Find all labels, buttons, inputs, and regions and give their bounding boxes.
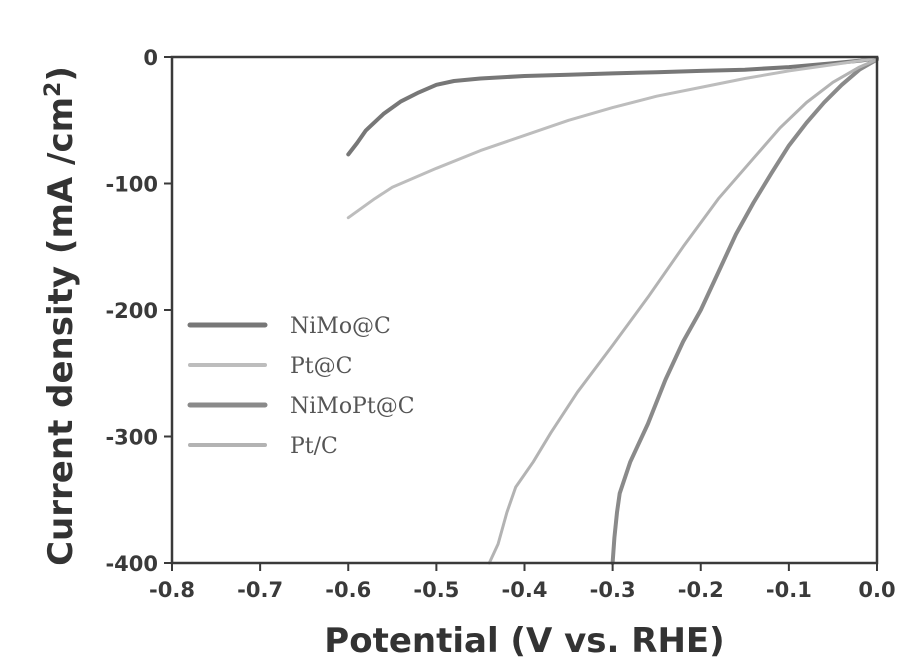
legend-label: NiMoPt@C [290,394,415,419]
x-tick-label: -0.8 [149,578,195,602]
x-tick-label: -0.3 [590,578,636,602]
legend-label: NiMo@C [290,314,391,339]
legend-label: Pt/C [290,434,338,459]
legend-label: Pt@C [290,354,352,379]
y-axis-title-superscript: 2 [41,82,66,97]
axes-layer: -0.8 -0.7 -0.6 -0.5 -0.4 -0.3 -0.2 -0.1 0.0 0 -100… [105,46,895,602]
y-axis-title: Current density (mA /cm2) [41,66,82,566]
x-tick-label: -0.5 [413,578,459,602]
x-tick-label: -0.4 [502,578,548,602]
series-line-pt-c [487,58,879,565]
y-tick-label: -400 [105,552,158,576]
series-line-pt-c [346,56,879,220]
legend: NiMo@C Pt@C NiMoPt@C Pt/C [187,314,415,459]
y-axis-title-suffix: ) [41,66,81,82]
x-tick-label: -0.6 [325,578,371,602]
y-axis-title-main: Current density (mA /cm [41,97,81,566]
series-line-nimo-c [346,56,879,157]
series-line-nimopt-c [610,57,879,565]
y-tick-label: -300 [105,426,158,450]
x-tick-label: -0.7 [237,578,283,602]
y-tick-label: -100 [105,173,158,197]
x-tick-label: -0.1 [766,578,812,602]
y-tick-label: -200 [105,299,158,323]
x-tick-label: -0.2 [678,578,724,602]
x-tick-label: 0.0 [858,578,895,602]
plot-frame [170,55,879,565]
y-tick-label: 0 [143,46,158,70]
series-layer [346,56,879,565]
x-axis-title: Potential (V vs. RHE) [324,621,724,661]
